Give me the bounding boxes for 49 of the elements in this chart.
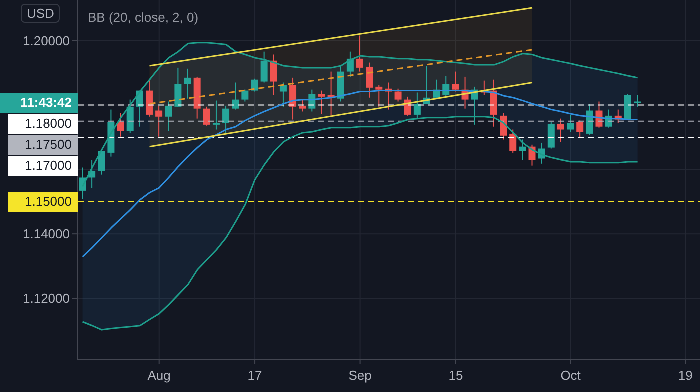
candlestick bbox=[376, 84, 383, 108]
candlestick bbox=[222, 105, 230, 134]
candlestick bbox=[280, 82, 287, 108]
y-tick-label: 1.12000 bbox=[23, 291, 70, 306]
annotation: BB (20, close, 2, 0) bbox=[88, 10, 199, 25]
y-axis-title: USD bbox=[21, 4, 60, 23]
x-tick-label: Oct bbox=[560, 368, 582, 383]
x-tick-label: 19 bbox=[678, 368, 693, 383]
candlestick bbox=[356, 35, 364, 72]
ref-line-label: 1.17000 bbox=[8, 156, 78, 176]
y-tick-label: 1.14000 bbox=[23, 226, 70, 242]
candlestick bbox=[557, 118, 564, 143]
y-tick-label: 1.20000 bbox=[23, 34, 70, 49]
candlestick bbox=[242, 89, 249, 102]
candlestick bbox=[212, 100, 220, 130]
candlestick bbox=[366, 62, 374, 98]
candlestick bbox=[414, 92, 421, 120]
x-tick-label: 15 bbox=[448, 368, 464, 383]
candlestick bbox=[79, 167, 86, 200]
ref-line-label: 1.18000 bbox=[8, 114, 78, 134]
candlestick bbox=[318, 90, 326, 114]
x-tick-label: Sep bbox=[348, 368, 372, 383]
candlestick bbox=[548, 122, 555, 150]
ref-line-label: 1.17500 bbox=[8, 135, 78, 156]
candlestick bbox=[394, 88, 402, 102]
candlestick bbox=[452, 71, 460, 92]
x-tick-label: 17 bbox=[248, 368, 262, 383]
candlestick bbox=[184, 68, 192, 100]
candlestick bbox=[270, 54, 278, 96]
candlestick bbox=[117, 112, 124, 138]
line-series bbox=[82, 116, 639, 331]
candlestick bbox=[174, 67, 182, 108]
candlestick bbox=[156, 105, 163, 138]
candlestick bbox=[567, 114, 574, 133]
candlestick bbox=[290, 77, 297, 120]
candlestick bbox=[232, 82, 240, 110]
ref-line-label: 1.15000 bbox=[8, 192, 78, 212]
candlestick bbox=[299, 99, 306, 112]
text: 11:43:42 bbox=[0, 93, 78, 114]
candlestick bbox=[576, 120, 584, 138]
x-tick-label: Aug bbox=[148, 368, 171, 383]
candlestick bbox=[586, 104, 594, 136]
candlestick bbox=[165, 101, 172, 132]
candlestick bbox=[519, 139, 526, 161]
candlestick bbox=[203, 106, 210, 126]
candlestick bbox=[251, 78, 258, 92]
candlestick bbox=[260, 51, 268, 84]
candlestick bbox=[346, 51, 354, 78]
candlestick bbox=[510, 129, 517, 154]
